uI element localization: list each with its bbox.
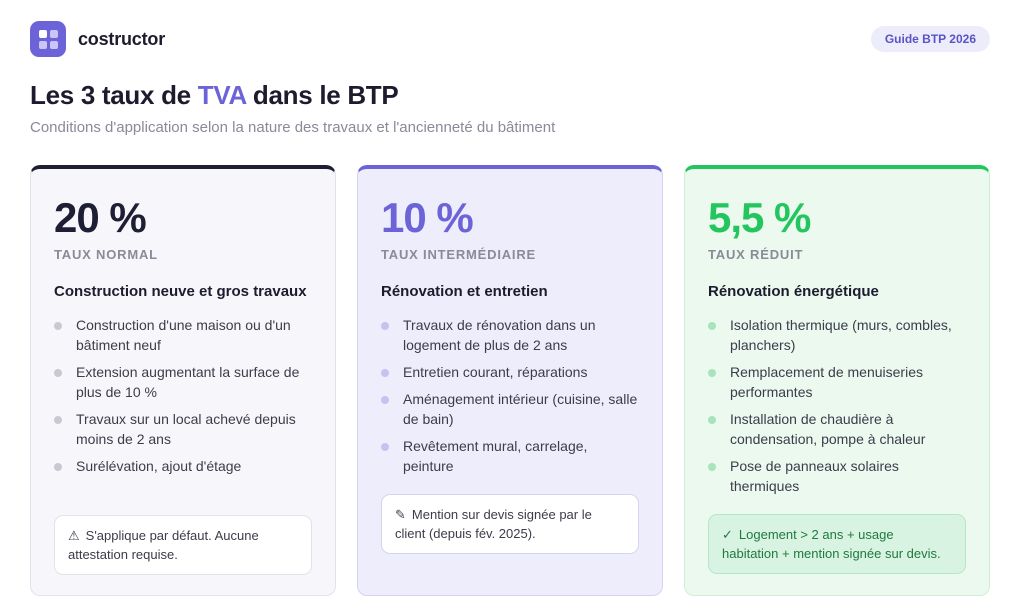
condition-list: Isolation thermique (murs, combles, plan… [708, 315, 966, 496]
bullet-dot-icon [54, 369, 62, 377]
bullet-dot-icon [381, 322, 389, 330]
bullet-dot-icon [708, 416, 716, 424]
list-item: Revêtement mural, carrelage, peinture [381, 436, 639, 476]
note-text: Logement > 2 ans + usage habitation + me… [722, 527, 941, 561]
list-item-text: Surélévation, ajout d'étage [76, 458, 242, 474]
bullet-dot-icon [708, 322, 716, 330]
note-text: S'applique par défaut. Aucune attestatio… [68, 528, 259, 562]
title-accent: TVA [197, 80, 247, 110]
list-item-text: Travaux de rénovation dans un logement d… [403, 317, 596, 353]
list-item-text: Construction d'une maison ou d'un bâtime… [76, 317, 291, 353]
warning-icon: ⚠ [68, 528, 80, 543]
page-title: Les 3 taux de TVA dans le BTP [30, 80, 399, 111]
card-heading: Rénovation et entretien [381, 283, 548, 300]
list-item: Pose de panneaux solaires thermiques [708, 456, 966, 496]
list-item: Surélévation, ajout d'étage [54, 456, 312, 476]
list-item-text: Aménagement intérieur (cuisine, salle de… [403, 391, 638, 427]
rate-value: 10 % [381, 194, 474, 241]
list-item-text: Extension augmentant la surface de plus … [76, 364, 300, 400]
card-taux-reduit: 5,5 % TAUX RÉDUIT Rénovation énergétique… [684, 165, 990, 596]
grid-icon [30, 21, 66, 57]
card-taux-normal: 20 % TAUX NORMAL Construction neuve et g… [30, 165, 336, 596]
bullet-dot-icon [381, 443, 389, 451]
rate-label: TAUX INTERMÉDIAIRE [381, 247, 536, 262]
list-item: Aménagement intérieur (cuisine, salle de… [381, 389, 639, 429]
list-item: Isolation thermique (murs, combles, plan… [708, 315, 966, 355]
rate-label: TAUX NORMAL [54, 247, 158, 262]
rate-cards: 20 % TAUX NORMAL Construction neuve et g… [30, 165, 990, 596]
bullet-dot-icon [54, 416, 62, 424]
condition-list: Construction d'une maison ou d'un bâtime… [54, 315, 312, 476]
guide-badge: Guide BTP 2026 [870, 26, 990, 52]
rate-value: 5,5 % [708, 194, 811, 241]
list-item-text: Pose de panneaux solaires thermiques [730, 458, 899, 494]
list-item-text: Entretien courant, réparations [403, 364, 588, 380]
bullet-dot-icon [381, 369, 389, 377]
list-item: Extension augmentant la surface de plus … [54, 362, 312, 402]
card-heading: Construction neuve et gros travaux [54, 283, 307, 300]
list-item: Entretien courant, réparations [381, 362, 639, 382]
list-item-text: Travaux sur un local achevé depuis moins… [76, 411, 296, 447]
card-note: ✎ Mention sur devis signée par le client … [381, 494, 639, 554]
bullet-dot-icon [54, 463, 62, 471]
card-heading: Rénovation énergétique [708, 283, 879, 300]
list-item: Remplacement de menuiseries performantes [708, 362, 966, 402]
brand-name: costructor [78, 28, 166, 49]
rate-label: TAUX RÉDUIT [708, 247, 804, 262]
brand[interactable]: costructor [30, 21, 165, 57]
title-end: dans le BTP [245, 80, 399, 110]
bullet-dot-icon [708, 463, 716, 471]
card-note: ⚠ S'applique par défaut. Aucune attestati… [54, 515, 312, 575]
bullet-dot-icon [381, 396, 389, 404]
pencil-icon: ✎ [395, 507, 406, 522]
list-item: Travaux de rénovation dans un logement d… [381, 315, 639, 355]
check-icon: ✓ [722, 527, 733, 542]
list-item: Installation de chaudière à condensation… [708, 409, 966, 449]
condition-list: Travaux de rénovation dans un logement d… [381, 315, 639, 476]
list-item-text: Installation de chaudière à condensation… [730, 411, 926, 447]
card-taux-intermediaire: 10 % TAUX INTERMÉDIAIRE Rénovation et en… [357, 165, 663, 596]
list-item-text: Revêtement mural, carrelage, peinture [403, 438, 588, 474]
page-subtitle: Conditions d'application selon la nature… [30, 119, 556, 136]
rate-value: 20 % [54, 194, 147, 241]
list-item: Construction d'une maison ou d'un bâtime… [54, 315, 312, 355]
bullet-dot-icon [54, 322, 62, 330]
list-item: Travaux sur un local achevé depuis moins… [54, 409, 312, 449]
card-note: ✓ Logement > 2 ans + usage habitation + m… [708, 514, 966, 574]
note-text: Mention sur devis signée par le client (… [395, 507, 592, 541]
title-start: Les 3 taux de [30, 80, 198, 110]
bullet-dot-icon [708, 369, 716, 377]
header: costructor Guide BTP 2026 [30, 20, 990, 58]
list-item-text: Remplacement de menuiseries performantes [730, 364, 923, 400]
list-item-text: Isolation thermique (murs, combles, plan… [730, 317, 952, 353]
